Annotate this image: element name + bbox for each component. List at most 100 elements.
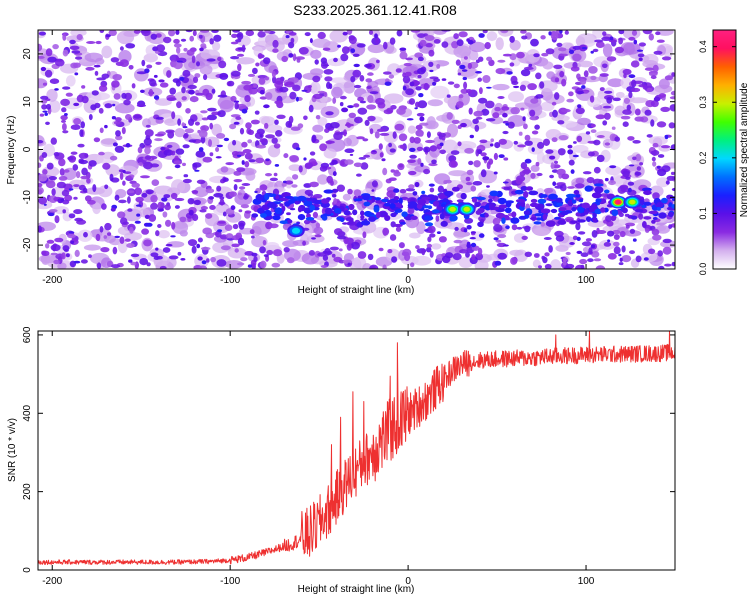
heatmap-cell [128,259,133,263]
heatmap-cell [243,195,249,200]
heatmap-cell [144,68,150,74]
heatmap-cell [166,144,173,148]
heatmap-band-cell [656,206,661,211]
heatmap-band-cell [540,208,551,214]
heatmap-cell [350,48,356,54]
heatmap-cell [329,122,340,129]
x-tick-label: 0 [405,576,411,587]
heatmap-cell [80,121,85,129]
heatmap-cell [524,134,531,141]
heatmap-band-cell [497,197,507,205]
heatmap-cell [577,90,585,95]
heatmap-cell [60,98,70,106]
heatmap-band-cell [460,192,467,200]
heatmap-cell [73,184,80,188]
heatmap-cell [97,185,113,198]
heatmap-cell [465,182,473,186]
heatmap-cell [102,162,111,170]
heatmap-cell [479,139,488,144]
heatmap-cell [362,138,369,142]
heatmap-cell [196,179,206,184]
heatmap-cell [432,81,437,86]
heatmap-cell [45,180,56,189]
heatmap-cell [408,170,417,176]
heatmap-cell [64,194,73,202]
heatmap-cell [208,139,212,147]
heatmap-band-cell [535,217,542,221]
heatmap-cell [76,34,83,41]
heatmap-cell [358,157,366,160]
heatmap-cell [581,47,587,50]
heatmap-cell [575,107,585,115]
heatmap-cell [635,153,642,162]
heatmap-cell [456,39,464,47]
heatmap-cell [469,134,474,139]
heatmap-cell [321,207,327,215]
heatmap-cell [340,95,347,100]
heatmap-cell [419,122,429,126]
heatmap-band-cell [279,203,284,207]
heatmap-cell [374,33,378,39]
y-tick-label: -10 [22,190,33,205]
heatmap-cell [245,30,254,37]
heatmap-cell [557,120,565,125]
heatmap-cell [410,30,421,33]
heatmap-cell [83,244,101,251]
heatmap-cell [191,190,199,194]
heatmap-cell [471,254,476,261]
heatmap-cell [522,116,526,122]
heatmap-band-cell [432,200,440,207]
heatmap-cell [59,168,65,176]
heatmap-cell [143,161,153,170]
heatmap-cell [596,135,605,138]
heatmap-cell [117,239,128,254]
heatmap-cell [162,211,168,218]
heatmap-cell [428,163,438,167]
heatmap-cell [101,203,107,210]
heatmap-cell [427,236,432,243]
heatmap-cell [211,30,219,33]
heatmap-cell [550,162,555,170]
heatmap-cell [670,90,675,96]
heatmap-cell [396,30,403,37]
heatmap-cell [236,53,245,57]
heatmap-cell [58,176,68,181]
heatmap-cell [392,131,397,139]
heatmap-cell [548,31,552,36]
heatmap-cell [485,100,495,109]
colorbar-ticks: 0.0 0.1 0.2 0.3 0.4 [698,40,736,275]
heatmap-cell [309,38,313,44]
heatmap-band-cell [375,200,383,204]
heatmap-cell [426,116,436,129]
heatmap-cell [42,82,48,86]
heatmap-cell [205,213,213,219]
heatmap-cell [658,265,665,269]
heatmap-cell [413,80,420,86]
snr-y-label: SNR (10 * v/v) [7,418,18,482]
heatmap-cell [388,142,392,148]
heatmap-cell [38,162,42,168]
heatmap-cell [154,98,172,106]
heatmap-cell [230,70,241,77]
heatmap-cell [70,124,81,130]
heatmap-cell [241,141,248,148]
heatmap-cell [122,180,126,186]
heatmap-band-cell [272,204,277,210]
heatmap-cell [501,106,510,111]
heatmap-cell [457,72,462,76]
heatmap-band-cell [577,219,586,223]
heatmap-cell [295,147,301,151]
heatmap-cell [613,246,621,255]
heatmap-cell [155,33,162,38]
heatmap-cell [590,123,596,128]
heatmap-cell [364,63,372,68]
heatmap-cell [114,194,120,201]
heatmap-cell [115,130,121,137]
heatmap-cell [463,228,468,233]
heatmap-cell [210,256,217,263]
heatmap-cell [191,55,196,64]
heatmap-cell [458,31,468,38]
heatmap-cell [469,41,486,53]
heatmap-cell [131,83,136,89]
heatmap-cell [349,153,354,156]
